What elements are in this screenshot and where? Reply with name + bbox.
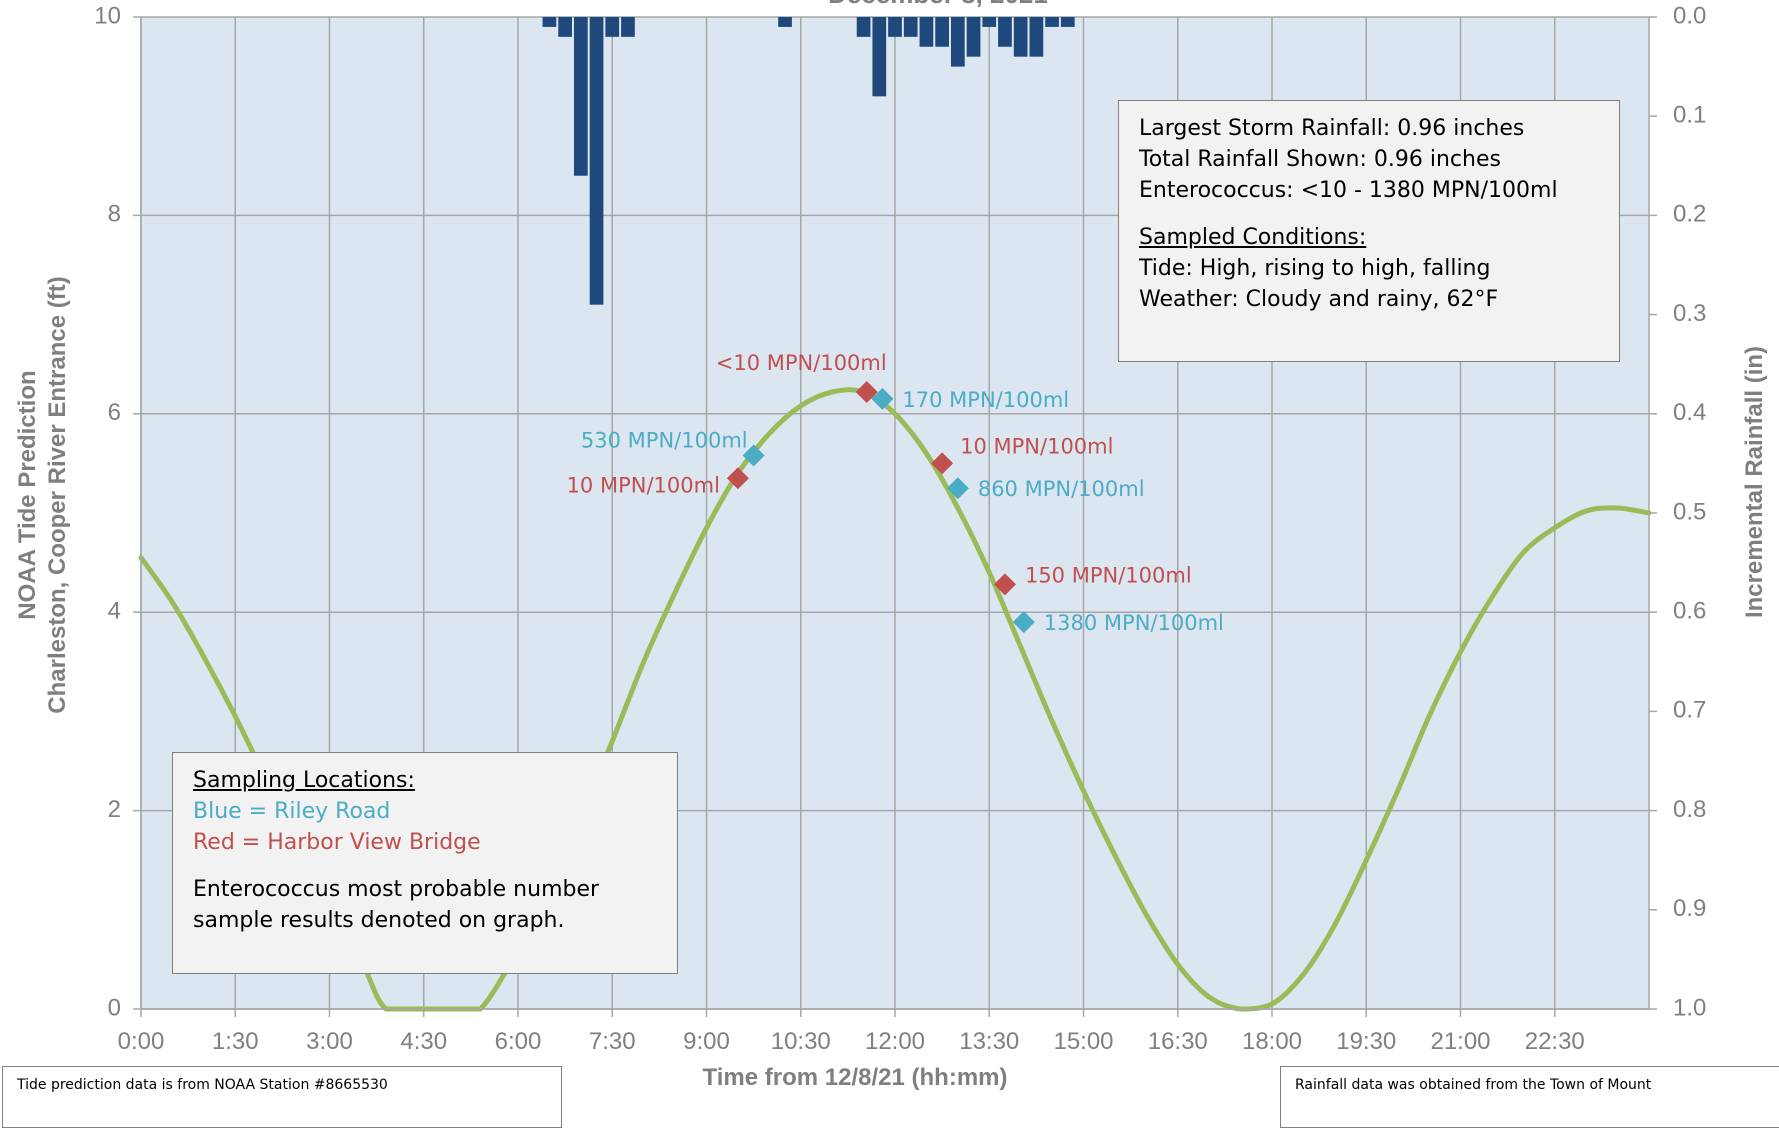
rain-bar-2	[573, 17, 588, 176]
y-right-tick-label-10: 1.0	[1673, 994, 1706, 1021]
sample-marker-6	[993, 573, 1016, 596]
axes: 0:00 1:30 3:00 4:30 6:00 7:30 9:00 10:30 12:00 13…	[94, 2, 1706, 1055]
x-tick-label-1: 1:30	[212, 1028, 259, 1055]
y-right-tick-label-0: 0.0	[1673, 2, 1706, 29]
sample-marker-2	[855, 380, 878, 403]
sample-label-0: 10 MPN/100ml	[567, 473, 720, 497]
weather-conditions: Weather: Cloudy and rainy, 62°F	[1139, 287, 1499, 312]
y-left-tick-label-2: 4	[108, 598, 121, 625]
rain-bar-14	[966, 17, 981, 57]
sampling-locations-box: Sampling Locations: Blue = Riley Road Re…	[172, 752, 678, 974]
rain-bar-18	[1029, 17, 1044, 57]
rain-bar-12	[935, 17, 949, 47]
enterococcus-range: Enterococcus: <10 - 1380 MPN/100ml	[1139, 178, 1558, 203]
rain-bar-13	[950, 17, 965, 67]
enterococcus-note-line2: sample results denoted on graph.	[193, 908, 565, 933]
sample-label-7: 1380 MPN/100ml	[1044, 611, 1224, 635]
rain-bar-17	[1013, 17, 1028, 57]
tide-conditions: Tide: High, rising to high, falling	[1139, 256, 1491, 281]
total-rainfall: Total Rainfall Shown: 0.96 inches	[1139, 147, 1501, 172]
sample-marker-0	[726, 467, 749, 490]
rain-bar-4	[605, 17, 620, 37]
rain-bar-6	[778, 17, 792, 27]
sample-marker-5	[946, 477, 969, 500]
y-right-tick-label-5: 0.5	[1673, 498, 1706, 525]
enterococcus-note-line1: Enterococcus most probable number	[193, 877, 600, 902]
rain-bar-15	[982, 17, 997, 27]
rain-bar-16	[998, 17, 1012, 47]
x-tick-label-0: 0:00	[118, 1028, 165, 1055]
gridlines	[140, 16, 1650, 1010]
rain-bar-7	[856, 17, 871, 37]
x-tick-label-11: 16:30	[1148, 1028, 1208, 1055]
rain-bar-3	[589, 17, 604, 305]
legend-blue-riley-road: Blue = Riley Road	[193, 799, 391, 824]
sample-marker-1	[742, 444, 765, 467]
x-tick-label-3: 4:30	[400, 1028, 447, 1055]
rain-bar-19	[1045, 17, 1059, 27]
y-right-tick-label-9: 0.9	[1673, 895, 1706, 922]
info-box: Largest Storm Rainfall: 0.96 inches Tota…	[1118, 100, 1620, 362]
rainfall-source-text: Rainfall data was obtained from the Town…	[1295, 1077, 1652, 1093]
sample-label-5: 860 MPN/100ml	[978, 477, 1145, 501]
sample-marker-3	[871, 387, 894, 410]
sample-marker-4	[931, 452, 954, 475]
rain-bar-10	[903, 17, 918, 37]
y-left-tick-label-0: 0	[108, 994, 121, 1021]
y-axis-label-right: Incremental Rainfall (in)	[1741, 346, 1768, 618]
y-left-tick-label-1: 2	[108, 796, 121, 823]
x-tick-label-8: 12:00	[865, 1028, 925, 1055]
legend-red-harbor-view-bridge: Red = Harbor View Bridge	[193, 830, 481, 855]
y-right-tick-label-2: 0.2	[1673, 201, 1706, 228]
x-axis-label: Time from 12/8/21 (hh:mm)	[703, 1064, 1008, 1091]
rain-bar-9	[888, 17, 902, 37]
sampling-locations-title: Sampling Locations:	[193, 768, 415, 793]
x-tick-label-2: 3:00	[306, 1028, 353, 1055]
largest-storm-rainfall: Largest Storm Rainfall: 0.96 inches	[1139, 116, 1525, 141]
rain-bar-20	[1060, 17, 1075, 27]
rain-bar-0	[542, 17, 557, 27]
rainfall-source-note: Rainfall data was obtained from the Town…	[1280, 1066, 1779, 1128]
sample-marker-7	[1012, 611, 1035, 634]
sample-label-2: <10 MPN/100ml	[716, 351, 887, 375]
x-tick-label-13: 19:30	[1336, 1028, 1396, 1055]
x-tick-label-6: 9:00	[683, 1028, 730, 1055]
x-tick-label-15: 22:30	[1525, 1028, 1585, 1055]
y-right-tick-label-7: 0.7	[1673, 697, 1706, 724]
x-tick-label-14: 21:00	[1430, 1028, 1490, 1055]
chart-title: December 8, 2021	[828, 0, 1048, 9]
y-axis-label-left-line2: Charleston, Cooper River Entrance (ft)	[44, 276, 71, 713]
y-right-tick-label-1: 0.1	[1673, 102, 1706, 129]
sample-markers: 10 MPN/100ml 530 MPN/100ml <10 MPN/100ml 17…	[567, 351, 1224, 635]
y-right-tick-label-8: 0.8	[1673, 796, 1706, 823]
sample-label-4: 10 MPN/100ml	[960, 434, 1113, 458]
rainfall-bars	[542, 17, 1075, 305]
y-left-tick-label-5: 10	[94, 2, 121, 29]
y-right-tick-label-4: 0.4	[1673, 399, 1706, 426]
tide-source-note: Tide prediction data is from NOAA Statio…	[2, 1066, 562, 1128]
y-right-tick-label-3: 0.3	[1673, 300, 1706, 327]
sample-label-3: 170 MPN/100ml	[902, 388, 1069, 412]
tide-source-text: Tide prediction data is from NOAA Statio…	[17, 1077, 388, 1093]
sample-label-1: 530 MPN/100ml	[581, 428, 748, 452]
x-tick-label-5: 7:30	[589, 1028, 636, 1055]
sample-label-6: 150 MPN/100ml	[1025, 563, 1192, 587]
rain-bar-1	[558, 17, 572, 37]
y-right-tick-label-6: 0.6	[1673, 598, 1706, 625]
sampled-conditions-title: Sampled Conditions:	[1139, 225, 1367, 250]
x-tick-label-7: 10:30	[771, 1028, 831, 1055]
rain-bar-11	[919, 17, 934, 47]
rain-bar-8	[872, 17, 887, 97]
y-left-tick-label-3: 6	[108, 399, 121, 426]
y-left-tick-label-4: 8	[108, 201, 121, 228]
rain-bar-5	[621, 17, 635, 37]
x-tick-label-12: 18:00	[1242, 1028, 1302, 1055]
x-tick-label-4: 6:00	[495, 1028, 542, 1055]
x-tick-label-10: 15:00	[1053, 1028, 1113, 1055]
x-tick-label-9: 13:30	[959, 1028, 1019, 1055]
y-axis-label-left-line1: NOAA Tide Prediction	[14, 370, 41, 619]
